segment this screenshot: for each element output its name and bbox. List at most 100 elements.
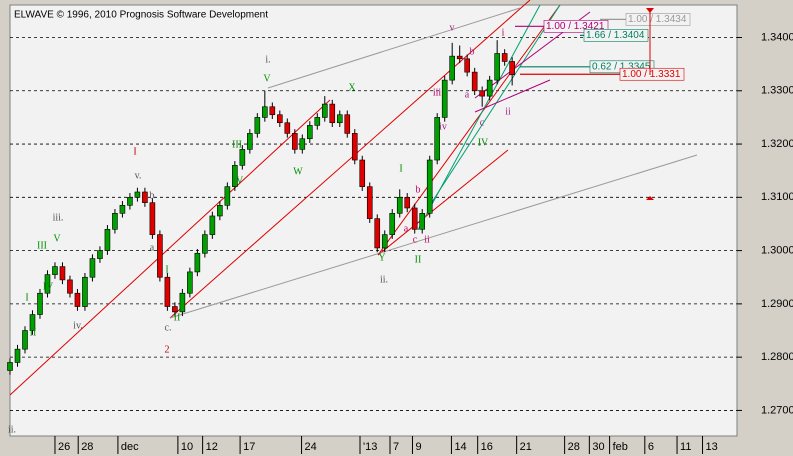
- candle-body: [441, 79, 448, 118]
- target-label: 1.00 / 1.3434: [628, 14, 687, 25]
- trend-line: [429, 4, 561, 206]
- candle-body: [67, 279, 73, 294]
- trend-line: [377, 149, 509, 256]
- wave-label: iv.: [73, 320, 83, 331]
- wave-label: b: [470, 46, 475, 57]
- marker: [646, 196, 654, 200]
- plot-area: [9, 4, 738, 437]
- candle-body: [194, 252, 201, 273]
- trend-line: [267, 7, 521, 89]
- candle-body: [426, 159, 433, 214]
- wave-label: I: [399, 163, 402, 174]
- candle-body: [419, 213, 426, 230]
- candle-body: [292, 133, 298, 150]
- wave-label: a: [404, 223, 409, 234]
- candle-body: [179, 292, 186, 313]
- x-tick-label: 12: [206, 441, 218, 453]
- wave-label: IV: [233, 175, 244, 186]
- wave-label: iii: [433, 87, 442, 98]
- candle-body: [97, 250, 103, 259]
- candle-body: [89, 258, 96, 278]
- wave-label: v: [450, 22, 455, 33]
- x-tick-label: 16: [481, 441, 493, 453]
- y-tick-label: 1.3200: [761, 138, 793, 150]
- candle-body: [127, 197, 133, 206]
- wave-label: iii.: [53, 212, 64, 223]
- candle-body: [209, 215, 216, 235]
- x-tick-label: 6: [648, 441, 654, 453]
- candle-body: [456, 55, 463, 60]
- x-tick-label: 10: [181, 441, 193, 453]
- target-label: 1.00 / 1.3421: [546, 21, 605, 32]
- candle-body: [374, 218, 381, 249]
- wave-label: III: [37, 240, 47, 251]
- wave-label: b: [416, 184, 421, 195]
- target-box: [625, 13, 691, 26]
- x-tick-label: 17: [243, 441, 255, 453]
- candle-body: [134, 191, 141, 198]
- y-tick-label: 1.2700: [761, 404, 793, 416]
- candle-body: [389, 213, 396, 235]
- y-tick-label: 1.3300: [761, 85, 793, 97]
- wave-label: ii: [424, 234, 430, 245]
- candle-body: [29, 314, 36, 331]
- trend-line: [474, 79, 551, 113]
- candle-body: [112, 213, 118, 230]
- target-box: [619, 67, 685, 81]
- candle-body: [142, 191, 148, 203]
- wave-label: II: [174, 312, 181, 323]
- y-tick-label: 1.2900: [761, 298, 793, 310]
- candle-body: [277, 114, 283, 124]
- y-tick-label: 1.3000: [761, 245, 793, 257]
- trend-line: [169, 154, 698, 319]
- x-tick-label: 9: [415, 441, 421, 453]
- y-tick-label: 1.3100: [761, 191, 793, 203]
- wave-label: a: [465, 89, 470, 100]
- candle-body: [224, 186, 231, 206]
- candle-body: [314, 117, 321, 126]
- x-tick-label: 11: [680, 441, 691, 453]
- y-tick-label: 1.3400: [761, 31, 793, 43]
- candle-body: [464, 58, 470, 73]
- candle-body: [157, 234, 163, 278]
- candle-body: [7, 362, 13, 371]
- x-tick-label: dec: [121, 441, 139, 453]
- candle-body: [262, 106, 268, 118]
- candle-body: [359, 159, 366, 187]
- wave-label: I: [133, 146, 136, 157]
- candle-body: [172, 306, 178, 313]
- wave-label: c: [413, 234, 418, 245]
- candle-body: [471, 71, 478, 92]
- candle-body: [486, 79, 493, 97]
- candle-body: [149, 202, 156, 235]
- wave-label: V: [53, 233, 61, 244]
- wave-label: ii.: [380, 274, 388, 285]
- wave-label: c: [480, 117, 485, 128]
- candle-body: [336, 114, 343, 124]
- wave-label: c.: [165, 322, 172, 333]
- candle-body: [381, 234, 388, 249]
- wave-label: W: [293, 166, 303, 177]
- wave-label: V: [263, 73, 271, 84]
- wave-label: i: [502, 27, 505, 38]
- candle-body: [82, 276, 88, 307]
- candle-body: [299, 138, 306, 150]
- candle-body: [232, 165, 238, 187]
- wave-label: II: [30, 327, 37, 338]
- candle-body: [411, 207, 418, 230]
- candle-body: [396, 197, 403, 214]
- x-tick-label: '13: [363, 441, 377, 453]
- x-tick-label: 13: [706, 441, 718, 453]
- candle-body: [321, 103, 328, 118]
- wave-label: iv: [439, 121, 447, 132]
- candle-body: [14, 348, 21, 363]
- wave-label: 2: [165, 344, 170, 355]
- wave-label: ii: [505, 106, 511, 117]
- wave-label: II: [415, 254, 422, 265]
- candle-body: [501, 53, 508, 62]
- candle-body: [202, 234, 208, 254]
- wave-label: IV: [43, 281, 54, 292]
- candle-body: [52, 266, 58, 275]
